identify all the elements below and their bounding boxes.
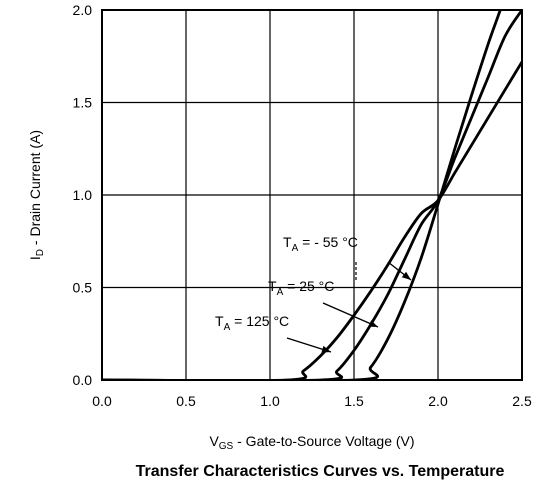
x-tick-label: 1.0: [260, 393, 280, 409]
series-line-125c: [102, 61, 522, 380]
x-axis-label: VGS - Gate-to-Source Voltage (V): [209, 433, 414, 452]
annotation-text: = - 55 °C: [298, 234, 358, 250]
x-tick-label: 1.5: [344, 393, 364, 409]
y-axis-label: ID - Drain Current (A): [27, 130, 46, 260]
annotation-symbol: T: [283, 234, 292, 250]
series-line-25c: [102, 10, 522, 380]
y-tick-label: 0.5: [73, 280, 93, 296]
annotation-symbol: T: [268, 278, 277, 294]
x-tick-label: 0.0: [92, 393, 112, 409]
plot-frame: [101, 9, 523, 381]
annotation-125c: TA = 125 °C: [215, 313, 289, 333]
annotation-text: = 125 °C: [230, 313, 289, 329]
annotation-symbol: T: [215, 313, 224, 329]
x-axis-label-symbol: V: [209, 433, 219, 449]
y-axis-label-subscript: D: [35, 249, 46, 256]
annotation-arrowhead: [368, 320, 378, 327]
annotation-subscript: A: [277, 287, 284, 298]
annotation-subscript: A: [224, 322, 231, 333]
chart-title: Transfer Characteristics Curves vs. Temp…: [136, 463, 505, 480]
grid-lines: [101, 9, 523, 381]
y-axis-label-text: - Drain Current (A): [27, 130, 43, 249]
annotation-leader-line: [322, 302, 379, 328]
x-tick-label: 0.5: [176, 393, 196, 409]
series-annotations: TA = - 55 °CTA = 25 °CTA = 125 °C: [215, 234, 412, 353]
annotation-subscript: A: [292, 243, 299, 254]
y-tick-label: 0.0: [73, 372, 93, 388]
y-tick-label: 2.0: [73, 2, 93, 18]
y-tick-labels: 0.0 0.5 1.0 1.5 2.0: [73, 2, 93, 388]
annotation-arrowhead: [401, 271, 411, 280]
y-axis-label-symbol: I: [27, 256, 43, 260]
x-axis-label-text: - Gate-to-Source Voltage (V): [233, 433, 414, 449]
x-tick-labels: 0.0 0.5 1.0 1.5 2.0 2.5: [92, 393, 532, 409]
x-tick-label: 2.0: [428, 393, 448, 409]
annotation-25c: TA = 25 °C: [268, 278, 334, 298]
series-line-minus55c: [102, 10, 502, 380]
y-tick-label: 1.5: [73, 95, 93, 111]
series-lines: [102, 10, 522, 380]
x-axis-label-subscript: GS: [219, 441, 234, 452]
annotation-minus55c: TA = - 55 °C: [283, 234, 358, 254]
annotation-text: = 25 °C: [283, 278, 334, 294]
annotation-arrowhead: [321, 345, 331, 353]
y-tick-label: 1.0: [73, 187, 93, 203]
x-tick-label: 2.5: [512, 393, 532, 409]
